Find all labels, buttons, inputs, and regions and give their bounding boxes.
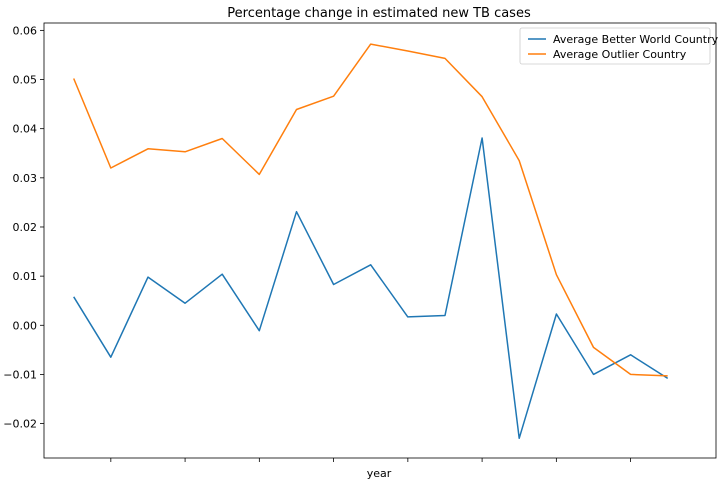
y-tick-label: 0.02: [13, 221, 38, 234]
y-tick-label: −0.02: [3, 418, 37, 431]
y-tick-label: 0.06: [13, 24, 38, 37]
y-tick-label: 0.01: [13, 270, 38, 283]
series-line-1: [73, 43, 668, 377]
legend-label-0: Average Better World Country: [553, 33, 719, 46]
plot-frame: [43, 22, 717, 459]
y-tick-label: −0.01: [3, 368, 37, 381]
y-axis: −0.02 −0.01 0.00 0.01 0.02 0.03 0.04 0.05 0.06: [3, 24, 44, 431]
y-tick-label: 0.00: [13, 319, 38, 332]
series-line-0: [73, 137, 669, 440]
y-tick-label: 0.05: [13, 74, 38, 87]
x-axis: [110, 458, 632, 462]
x-axis-label: year: [367, 467, 392, 480]
legend-label-1: Average Outlier Country: [553, 48, 687, 61]
legend: Average Better World Country Average Outl…: [519, 27, 719, 65]
plot-area: [43, 22, 717, 459]
y-tick-label: 0.03: [13, 172, 38, 185]
chart-title: Percentage change in estimated new TB ca…: [227, 6, 531, 21]
legend-box: [519, 27, 711, 65]
y-tick-label: 0.04: [13, 123, 38, 136]
